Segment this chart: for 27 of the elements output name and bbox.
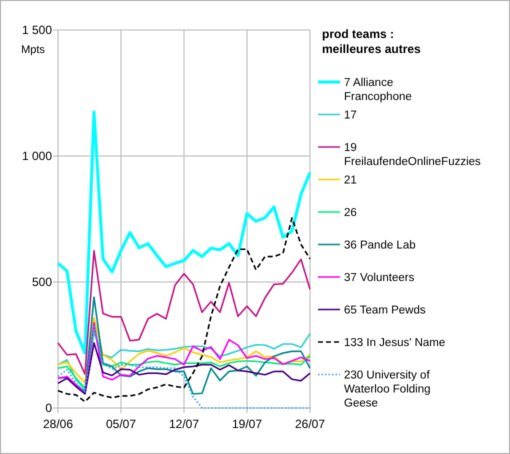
line-series [57, 296, 311, 395]
y-tick-label: 1 000 [22, 149, 52, 163]
line-series [57, 324, 311, 409]
y-tick-label: 1 500 [22, 23, 52, 37]
x-tick-label: 12/07 [168, 417, 200, 431]
legend-label: 133 In Jesus' Name [344, 337, 446, 349]
legend-label: 7 Alliance Francophone [344, 77, 412, 103]
line-series [56, 110, 312, 355]
legend-label: 36 Pande Lab [344, 240, 416, 252]
x-tick-label: 28/06 [42, 417, 74, 431]
legend-title: prod teams : meilleures autres [322, 27, 422, 56]
legend-label: 26 [344, 207, 357, 219]
x-tick-label: 19/07 [232, 417, 262, 431]
legend-label: 230 University of Waterloo Folding Geese [344, 370, 431, 410]
x-tick-label: 05/07 [106, 417, 136, 431]
legend-label: 65 Team Pewds [344, 304, 426, 316]
legend-label: 37 Volunteers [344, 272, 415, 284]
legend-label: 21 [344, 174, 357, 186]
legend-label: 19 FreilaufendeOnlineFuzzies [344, 142, 482, 168]
line-series [57, 342, 311, 395]
legend-label: 17 [344, 110, 357, 122]
y-axis-title: Mpts [21, 44, 46, 56]
y-tick-label: 0 [45, 401, 52, 415]
x-tick-label: 26/07 [294, 417, 326, 431]
y-tick-label: 500 [32, 275, 52, 289]
line-series [57, 316, 311, 384]
line-series [57, 322, 311, 394]
